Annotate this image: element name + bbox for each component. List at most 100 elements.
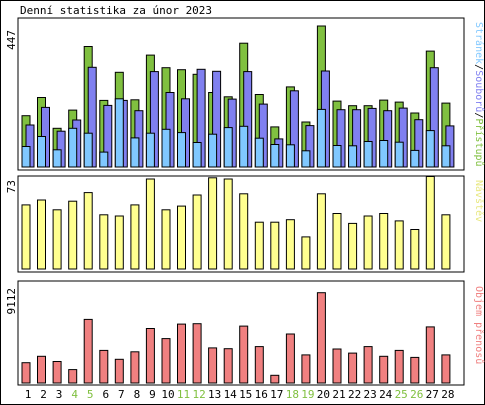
x-label-8: 8 xyxy=(134,388,141,401)
bar-stranek-19 xyxy=(301,150,311,168)
bar-objem-prenosu-12 xyxy=(192,323,202,384)
bar-navstev-23 xyxy=(363,215,373,270)
x-label-4: 4 xyxy=(71,388,78,401)
bar-navstev-13 xyxy=(208,177,218,270)
x-label-6: 6 xyxy=(102,388,109,401)
bar-objem-prenosu-14 xyxy=(223,348,233,384)
bar-stranek-6 xyxy=(99,151,109,168)
bar-navstev-20 xyxy=(316,193,326,270)
panel-middle-ymax-label: 73 xyxy=(5,180,18,193)
legend-pages: Stránek xyxy=(473,22,485,64)
bar-objem-prenosu-4 xyxy=(68,369,78,384)
panel-top-ymax-label: 447 xyxy=(5,30,18,50)
x-label-13: 13 xyxy=(208,388,221,401)
bar-stranek-23 xyxy=(363,141,373,168)
bar-navstev-5 xyxy=(83,192,93,270)
x-label-21: 21 xyxy=(332,388,345,401)
bar-stranek-18 xyxy=(285,144,295,168)
bar-navstev-22 xyxy=(348,222,358,270)
legend-sep-1: / xyxy=(473,64,484,70)
bar-navstev-27 xyxy=(425,176,435,270)
bar-objem-prenosu-28 xyxy=(441,354,451,384)
bar-objem-prenosu-26 xyxy=(410,356,420,384)
bar-navstev-3 xyxy=(52,209,62,270)
panel-bottom-bars xyxy=(21,292,451,384)
x-label-11: 11 xyxy=(177,388,190,401)
bar-stranek-4 xyxy=(68,127,78,168)
bar-objem-prenosu-23 xyxy=(363,346,373,384)
bar-objem-prenosu-18 xyxy=(285,333,295,384)
bar-stranek-9 xyxy=(145,132,155,168)
bar-objem-prenosu-24 xyxy=(379,355,389,384)
bar-stranek-5 xyxy=(83,132,93,168)
bar-stranek-3 xyxy=(52,149,62,168)
bar-objem-prenosu-7 xyxy=(114,358,124,384)
bar-stranek-11 xyxy=(177,132,186,168)
x-label-5: 5 xyxy=(87,388,94,401)
panel-top-bars xyxy=(21,25,455,168)
bar-stranek-17 xyxy=(270,144,280,168)
bar-navstev-26 xyxy=(410,229,420,270)
bar-navstev-28 xyxy=(441,214,451,270)
page-title: Denní statistika za únor 2023 xyxy=(20,4,213,17)
bar-stranek-7 xyxy=(114,98,124,168)
bar-stranek-10 xyxy=(161,128,171,168)
x-label-25: 25 xyxy=(395,388,408,401)
bar-objem-prenosu-25 xyxy=(394,349,404,384)
bar-navstev-24 xyxy=(379,213,389,270)
bar-objem-prenosu-9 xyxy=(145,328,155,384)
bar-stranek-26 xyxy=(410,149,420,168)
x-label-26: 26 xyxy=(410,388,423,401)
legend-visits: Návštěv xyxy=(473,180,485,222)
x-label-27: 27 xyxy=(426,388,439,401)
panel-middle-frame xyxy=(17,175,465,273)
bar-stranek-27 xyxy=(425,130,435,168)
bar-navstev-19 xyxy=(301,236,311,270)
bar-objem-prenosu-5 xyxy=(83,318,93,384)
bar-objem-prenosu-6 xyxy=(99,349,109,384)
legend-sep-2: / xyxy=(473,112,484,118)
bar-navstev-25 xyxy=(394,220,404,270)
bar-objem-prenosu-21 xyxy=(332,348,342,384)
x-label-12: 12 xyxy=(192,388,205,401)
bar-stranek-20 xyxy=(316,108,326,168)
bar-objem-prenosu-27 xyxy=(425,326,435,384)
bar-navstev-7 xyxy=(114,215,124,270)
x-label-16: 16 xyxy=(255,388,268,401)
bar-stranek-16 xyxy=(254,137,264,168)
bar-stranek-12 xyxy=(192,142,202,168)
bar-stranek-24 xyxy=(379,140,389,168)
bar-navstev-8 xyxy=(130,204,140,270)
bar-stranek-2 xyxy=(37,136,46,168)
bar-objem-prenosu-11 xyxy=(177,323,186,384)
bar-navstev-12 xyxy=(192,194,202,270)
bar-navstev-6 xyxy=(99,214,109,270)
bar-navstev-2 xyxy=(37,199,46,270)
bar-objem-prenosu-15 xyxy=(239,325,249,384)
bar-objem-prenosu-22 xyxy=(348,352,358,384)
panel-bottom-frame xyxy=(17,280,465,386)
bar-objem-prenosu-3 xyxy=(52,361,62,384)
x-label-3: 3 xyxy=(56,388,63,401)
x-label-17: 17 xyxy=(270,388,283,401)
bar-navstev-18 xyxy=(285,219,295,270)
bar-stranek-21 xyxy=(332,145,342,168)
bar-objem-prenosu-8 xyxy=(130,351,140,384)
x-axis-labels: 1 2 3 4 5 6 7 8 9 10 11 12 13 14 15 16 17 18 19 20 21 22 23 24 2… xyxy=(25,388,455,401)
bar-navstev-9 xyxy=(145,178,155,270)
bar-navstev-14 xyxy=(223,178,233,270)
bar-navstev-16 xyxy=(254,221,264,270)
bar-stranek-1 xyxy=(21,146,31,168)
x-label-14: 14 xyxy=(224,388,238,401)
x-label-20: 20 xyxy=(317,388,330,401)
bar-stranek-8 xyxy=(130,137,140,168)
bar-objem-prenosu-1 xyxy=(21,362,31,384)
bar-navstev-17 xyxy=(270,221,280,270)
legend-files: Souborů xyxy=(473,70,485,112)
x-label-15: 15 xyxy=(239,388,252,401)
bar-objem-prenosu-19 xyxy=(301,354,311,384)
x-label-28: 28 xyxy=(441,388,454,401)
bar-navstev-4 xyxy=(68,200,78,270)
bar-stranek-13 xyxy=(208,133,218,168)
